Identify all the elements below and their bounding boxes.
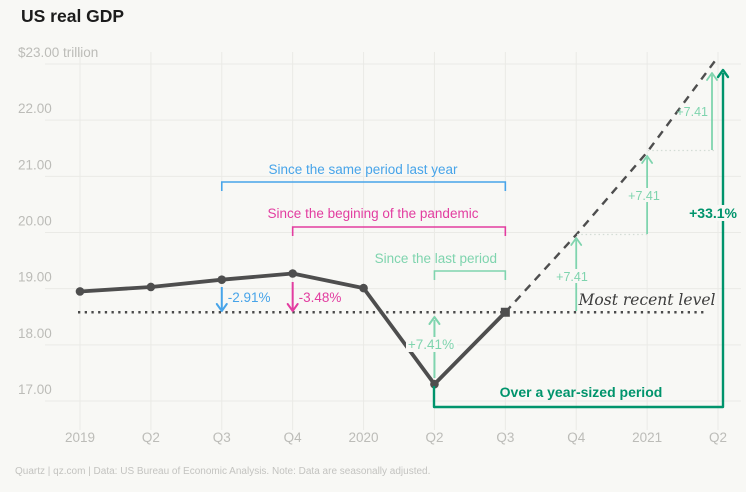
x-tick-label: Q3 bbox=[496, 430, 514, 445]
source-note: Quartz | qz.com | Data: US Bureau of Eco… bbox=[15, 466, 431, 477]
bracket-pandemic bbox=[291, 226, 507, 236]
up-arrowhead-icon bbox=[428, 316, 441, 325]
step-arrow-label: +7.41 bbox=[628, 189, 660, 203]
total-change-label: +33.1% bbox=[689, 205, 737, 221]
most-recent-level-label: Most recent level bbox=[578, 291, 716, 309]
bracket-label-same_period: Since the same period last year bbox=[268, 162, 458, 177]
gdp-projection-line bbox=[504, 56, 719, 314]
page-title: US real GDP bbox=[21, 6, 125, 26]
bracket-label-last_period: Since the last period bbox=[375, 251, 497, 266]
label-backplate bbox=[620, 188, 667, 202]
year-period-bracket bbox=[432, 73, 725, 409]
y-tick-label: 22.00 bbox=[18, 101, 52, 116]
x-tick-label: Q3 bbox=[213, 430, 231, 445]
up-arrowhead-icon bbox=[570, 237, 583, 246]
y-tick-label: 17.00 bbox=[18, 382, 52, 397]
y-tick-label: 19.00 bbox=[18, 270, 52, 285]
label-backplate bbox=[549, 269, 595, 283]
up-arrowhead-icon bbox=[706, 72, 718, 81]
y-tick-label: 18.00 bbox=[18, 326, 52, 341]
year-period-label: Over a year-sized period bbox=[500, 384, 663, 400]
gdp-point bbox=[217, 275, 227, 284]
gdp-point bbox=[430, 379, 439, 389]
bracket-last_period bbox=[433, 270, 507, 280]
gdp-point bbox=[75, 287, 85, 296]
up-arrowhead-icon bbox=[716, 68, 730, 79]
step-arrow-label: +7.41 bbox=[556, 270, 588, 284]
down-arrowhead-icon bbox=[215, 303, 228, 312]
x-tick-label: 2019 bbox=[65, 430, 95, 445]
change-label-last_period: +7.41% bbox=[408, 337, 454, 352]
y-tick-label: 20.00 bbox=[18, 214, 52, 229]
y-tick-label: $23.00 trillion bbox=[18, 45, 98, 60]
gdp-point-most-recent bbox=[500, 307, 510, 317]
gdp-point bbox=[359, 283, 368, 293]
x-tick-label: 2021 bbox=[632, 430, 662, 445]
x-tick-label: Q2 bbox=[425, 430, 443, 445]
up-arrowhead-icon bbox=[641, 155, 654, 164]
x-tick-label: 2020 bbox=[349, 430, 379, 445]
change-label-pandemic: -3.48% bbox=[299, 290, 342, 305]
x-tick-label: Q2 bbox=[142, 430, 160, 445]
bracket-label-pandemic: Since the begining of the pandemic bbox=[268, 206, 479, 221]
label-backplate bbox=[406, 337, 457, 352]
x-tick-label: Q2 bbox=[709, 430, 727, 445]
gdp-point bbox=[146, 282, 156, 292]
x-tick-label: Q4 bbox=[567, 430, 586, 445]
x-tick-label: Q4 bbox=[284, 430, 303, 445]
step-arrow-label: +7.41 bbox=[676, 105, 708, 119]
gdp-point bbox=[288, 269, 297, 278]
y-tick-label: 21.00 bbox=[18, 157, 52, 172]
bracket-same_period bbox=[220, 181, 507, 191]
label-backplate bbox=[686, 205, 739, 221]
change-label-same_period: -2.91% bbox=[228, 290, 271, 305]
down-arrowhead-icon bbox=[286, 303, 299, 312]
